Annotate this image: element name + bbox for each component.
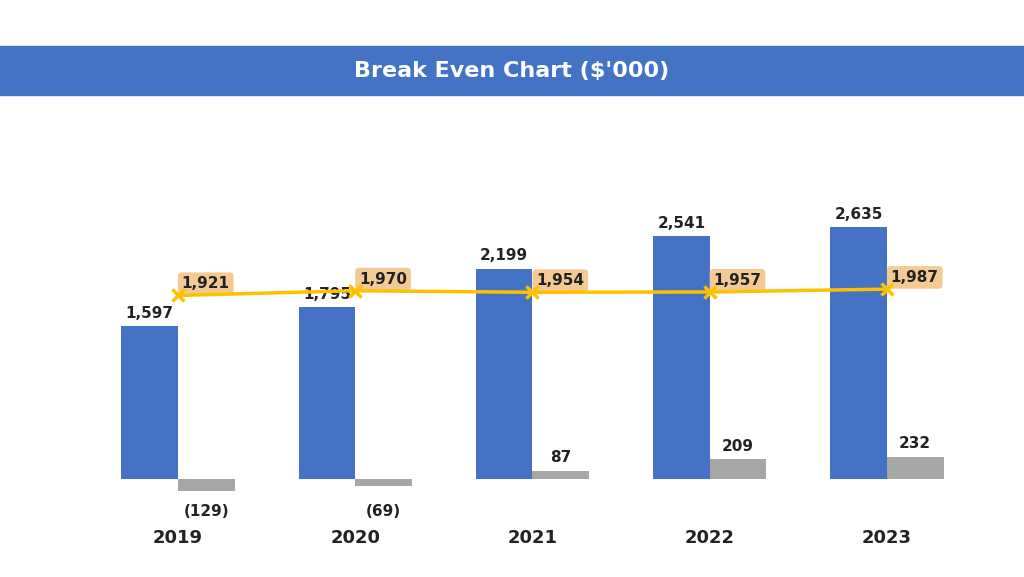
Bar [299, 308, 355, 479]
Bar [532, 471, 589, 479]
Text: 1,954: 1,954 [537, 273, 585, 288]
Text: 2,199: 2,199 [480, 248, 528, 263]
Text: 2,541: 2,541 [657, 216, 706, 231]
Text: 1,957: 1,957 [714, 273, 762, 288]
Text: 1,795: 1,795 [303, 287, 351, 302]
Text: 1,921: 1,921 [182, 276, 229, 291]
Bar [476, 269, 532, 479]
Text: 87: 87 [550, 450, 571, 465]
Bar [887, 457, 944, 479]
Bar [653, 236, 710, 479]
Text: (129): (129) [183, 504, 229, 519]
Text: 1,987: 1,987 [891, 270, 939, 285]
Bar [830, 227, 887, 479]
Text: 1,597: 1,597 [126, 306, 174, 321]
Text: 232: 232 [899, 436, 932, 451]
Bar [710, 459, 766, 479]
Bar [355, 479, 412, 486]
Text: Break Even Chart ($'000): Break Even Chart ($'000) [354, 61, 670, 81]
Bar [121, 327, 178, 479]
Bar [178, 479, 234, 492]
Text: (69): (69) [366, 504, 401, 519]
Text: 209: 209 [722, 439, 754, 454]
Text: 1,970: 1,970 [359, 272, 407, 287]
Text: 2,635: 2,635 [835, 207, 883, 222]
Legend: Revenue, Net Profit After Tax, Break Even level: Revenue, Net Profit After Tax, Break Eve… [71, 68, 685, 99]
